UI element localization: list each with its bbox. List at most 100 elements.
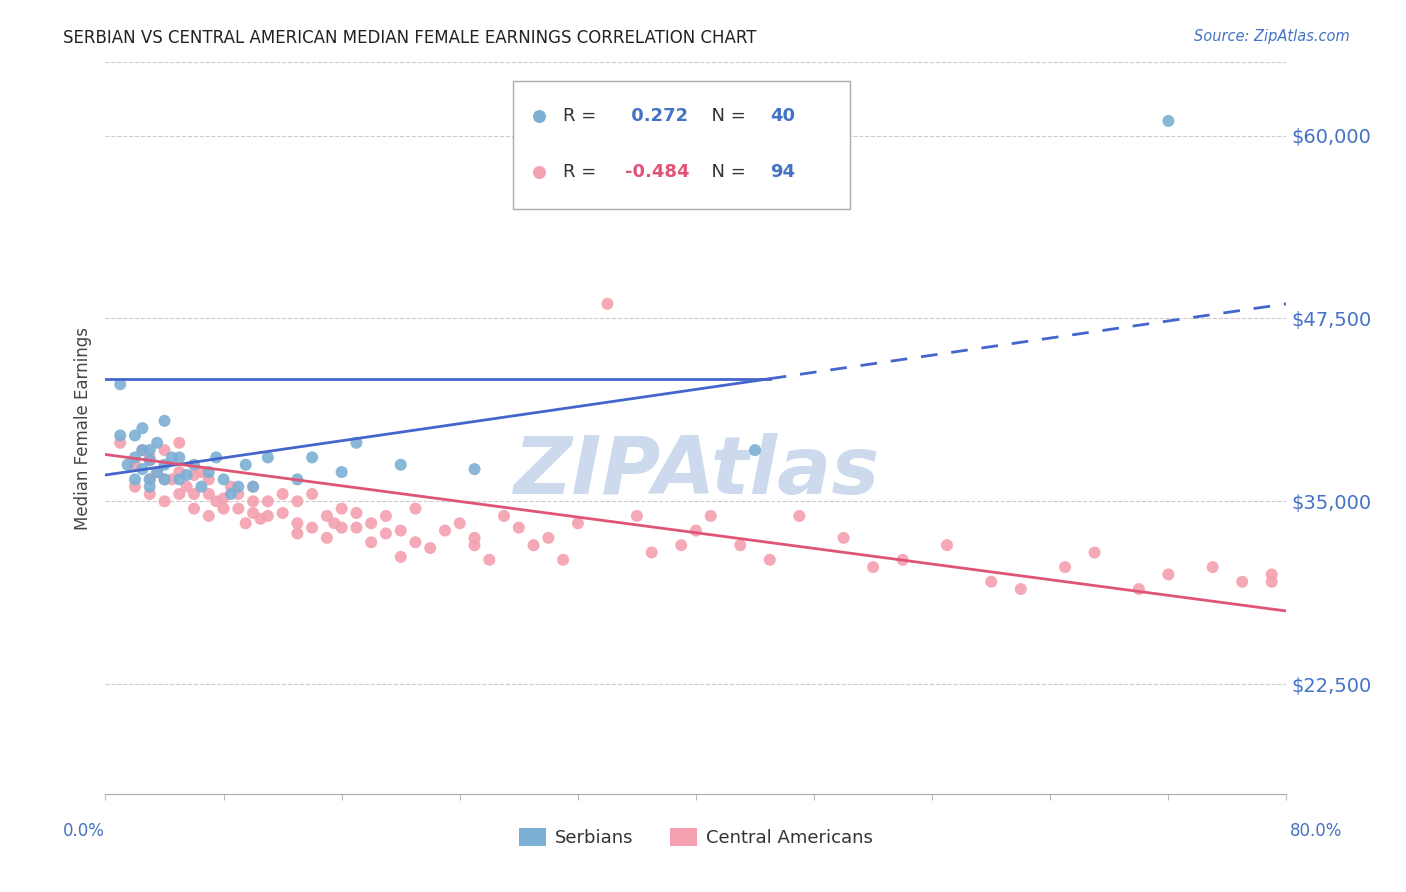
- Point: [235, 516, 257, 531]
- Point: [759, 553, 782, 567]
- Text: -0.484: -0.484: [626, 163, 689, 181]
- Point: [832, 531, 855, 545]
- Point: [287, 472, 309, 486]
- Point: [862, 560, 884, 574]
- Point: [551, 553, 574, 567]
- Point: [110, 428, 132, 442]
- Point: [228, 487, 250, 501]
- Point: [131, 443, 153, 458]
- Point: [138, 453, 162, 467]
- Point: [124, 450, 146, 465]
- Point: [537, 531, 560, 545]
- Point: [242, 480, 264, 494]
- Point: [1157, 114, 1180, 128]
- Point: [138, 443, 162, 458]
- Point: [492, 508, 515, 523]
- Point: [449, 516, 471, 531]
- Point: [153, 472, 176, 486]
- Point: [389, 524, 412, 538]
- Point: [176, 480, 198, 494]
- Point: [1261, 567, 1284, 582]
- Point: [1201, 560, 1223, 574]
- Point: [287, 526, 309, 541]
- Point: [330, 465, 353, 479]
- Point: [257, 508, 280, 523]
- Text: 80.0%: 80.0%: [1291, 822, 1343, 840]
- Point: [153, 414, 176, 428]
- Point: [1010, 582, 1032, 596]
- Point: [330, 521, 353, 535]
- Point: [197, 487, 219, 501]
- Point: [131, 462, 153, 476]
- Point: [228, 480, 250, 494]
- Point: [464, 538, 486, 552]
- Point: [1128, 582, 1150, 596]
- Point: [271, 506, 294, 520]
- Point: [596, 297, 619, 311]
- Point: [138, 480, 162, 494]
- Point: [183, 467, 205, 482]
- Text: 94: 94: [770, 163, 796, 181]
- Point: [1261, 574, 1284, 589]
- Point: [183, 501, 205, 516]
- Point: [323, 516, 346, 531]
- Point: [626, 508, 648, 523]
- Point: [146, 465, 169, 479]
- Point: [730, 538, 752, 552]
- Point: [523, 538, 546, 552]
- Point: [138, 487, 162, 501]
- Point: [235, 458, 257, 472]
- Point: [980, 574, 1002, 589]
- Point: [464, 462, 486, 476]
- Point: [117, 458, 139, 472]
- Point: [205, 450, 228, 465]
- Point: [301, 521, 323, 535]
- Point: [219, 487, 242, 501]
- Point: [405, 535, 427, 549]
- Point: [138, 472, 162, 486]
- Point: [197, 472, 219, 486]
- Point: [433, 524, 456, 538]
- Text: Source: ZipAtlas.com: Source: ZipAtlas.com: [1194, 29, 1350, 44]
- Point: [169, 435, 191, 450]
- Text: ZIPAtlas: ZIPAtlas: [513, 433, 879, 511]
- Point: [124, 458, 146, 472]
- Point: [160, 472, 183, 486]
- Point: [301, 450, 323, 465]
- Text: N =: N =: [700, 107, 751, 125]
- Point: [197, 508, 219, 523]
- Point: [124, 428, 146, 442]
- Point: [138, 472, 162, 486]
- Point: [153, 458, 176, 472]
- Point: [183, 487, 205, 501]
- Text: N =: N =: [700, 163, 751, 181]
- Point: [242, 506, 264, 520]
- Point: [131, 443, 153, 458]
- Point: [1054, 560, 1077, 574]
- Point: [190, 480, 212, 494]
- Point: [257, 450, 280, 465]
- Point: [169, 450, 191, 465]
- Point: [1232, 574, 1254, 589]
- Point: [212, 491, 235, 506]
- Point: [228, 501, 250, 516]
- Point: [389, 549, 412, 564]
- Point: [346, 506, 368, 520]
- Point: [219, 480, 242, 494]
- Point: [671, 538, 693, 552]
- Point: [405, 501, 427, 516]
- Point: [287, 516, 309, 531]
- Point: [360, 535, 382, 549]
- Point: [374, 526, 398, 541]
- Point: [249, 512, 271, 526]
- Point: [160, 450, 183, 465]
- Point: [508, 521, 530, 535]
- FancyBboxPatch shape: [513, 80, 849, 209]
- Point: [124, 480, 146, 494]
- Point: [138, 453, 162, 467]
- Point: [197, 465, 219, 479]
- Point: [744, 443, 766, 458]
- Point: [257, 494, 280, 508]
- Point: [153, 472, 176, 486]
- Point: [138, 450, 162, 465]
